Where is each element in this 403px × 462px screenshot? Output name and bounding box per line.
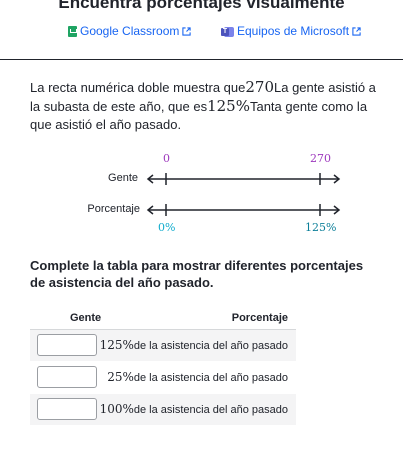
table-row: 125%de la asistencia del año pasado	[30, 330, 296, 362]
external-link-icon	[182, 26, 192, 36]
question-text: La recta numérica doble muestra que270La…	[30, 78, 385, 134]
top-number-line	[146, 173, 341, 185]
percent-value: 125%	[207, 97, 250, 115]
percent-value: 125%	[99, 338, 134, 352]
percent-cell: 25%de la asistencia del año pasado	[107, 370, 288, 384]
number-line-top-end: 270	[310, 152, 331, 165]
percent-cell: 125%de la asistencia del año pasado	[100, 338, 288, 352]
people-input-3[interactable]	[37, 398, 97, 420]
external-link-icon	[352, 26, 361, 36]
table-row: 100%de la asistencia del año pasado	[30, 394, 296, 426]
question-part-1: La recta numérica doble muestra que	[30, 80, 246, 95]
people-count: 270	[245, 78, 274, 96]
google-classroom-label: Google Classroom	[80, 24, 180, 38]
share-links: Google Classroom Equipos de Microsoft	[0, 24, 403, 42]
number-line-bottom-label: Porcentaje	[87, 203, 140, 215]
google-classroom-icon	[68, 25, 77, 37]
percent-suffix: de la asistencia del año pasado	[133, 404, 288, 416]
number-line-bottom-start: 0%	[158, 221, 176, 234]
table-header: Gente Porcentaje	[30, 309, 296, 330]
header-divider	[0, 59, 403, 60]
people-input-1[interactable]	[37, 334, 97, 356]
google-classroom-link[interactable]: Google Classroom	[68, 24, 192, 38]
page-title: Encuentra porcentajes visualmente	[58, 0, 345, 12]
number-line-top-start: 0	[163, 152, 170, 165]
number-line-bottom-end: 125%	[305, 221, 337, 234]
instructions: Complete la tabla para mostrar diferente…	[30, 258, 364, 290]
question-part-2: La gente asistió a la subasta de este añ…	[30, 80, 376, 114]
percent-value: 100%	[99, 402, 134, 416]
microsoft-teams-icon	[221, 26, 234, 37]
column-header-percent: Porcentaje	[231, 312, 288, 324]
question-part-3: Tanta gente como la que asistió el año p…	[30, 99, 368, 132]
answer-table: Gente Porcentaje 125%de la asistencia de…	[30, 309, 296, 426]
percent-cell: 100%de la asistencia del año pasado	[100, 402, 288, 416]
microsoft-teams-label: Equipos de Microsoft	[237, 24, 350, 38]
number-line-top-label: Gente	[108, 172, 138, 184]
percent-suffix: de la asistencia del año pasado	[133, 372, 288, 384]
percent-suffix: de la asistencia del año pasado	[133, 340, 288, 352]
table-row: 25%de la asistencia del año pasado	[30, 362, 296, 394]
percent-value: 25%	[107, 370, 134, 384]
people-input-2[interactable]	[37, 366, 97, 388]
column-header-people: Gente	[70, 312, 102, 324]
bottom-number-line	[146, 204, 341, 216]
microsoft-teams-link[interactable]: Equipos de Microsoft	[221, 24, 361, 38]
